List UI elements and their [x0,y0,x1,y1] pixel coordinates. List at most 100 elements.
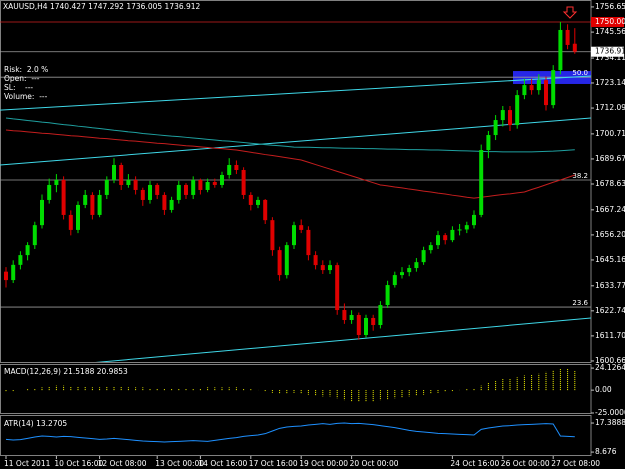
x-tick-label: 12 Oct 08:00 [98,459,147,468]
x-tick-label: 20 Oct 00:00 [350,459,399,468]
symbol: XAUUSD,H4 [3,2,48,11]
y-tick-label: 8.676 [595,447,617,456]
candle-body [112,164,116,180]
y-tick-label: 1600.66 [595,356,625,365]
candle-body [443,235,448,241]
candle-body [515,95,520,126]
candle-body [119,164,124,185]
axes: 1756.65 1745.56 1734.11 1723.14 1712.09 1700.… [4,2,625,468]
candle-body [54,179,59,185]
candle-body [529,85,534,91]
atr-pane [5,422,575,443]
low: 1736.005 [126,2,162,11]
candle-body [40,199,44,226]
candle-body [544,80,548,106]
candle-body [4,271,8,281]
trendline [95,317,591,362]
fib-label: 38.2 [572,172,588,180]
candle-body [522,85,527,96]
candle-body [25,245,30,256]
y-tick-label: -25.0000 [595,408,625,417]
candle-body [551,70,556,106]
candle-body [169,199,174,210]
y-tick-label: 1756.65 [595,2,625,11]
x-tick-label: 14 Oct 16:00 [198,459,247,468]
y-tick-label: 1633.77 [595,281,625,290]
macd-pane-border [0,364,592,414]
macd-title: MACD(12,26,9) 21.5188 20.9853 [4,367,128,376]
candle-body [457,229,462,231]
risk-line: Risk: 2.0 % [4,65,48,74]
candle-body [472,214,476,226]
candle-body [436,235,440,246]
y-tick-label: 1712.09 [595,103,625,112]
x-tick-label: 17 Oct 16:00 [249,459,298,468]
candle-body [83,194,88,205]
candle-body [133,179,138,190]
x-tick-label: 26 Oct 00:00 [501,459,550,468]
candle-body [306,229,311,256]
candle-body [479,150,484,215]
atr-line [5,422,575,443]
candle-body [191,179,196,195]
main-pane: 50.0 38.2 23.6 [0,21,591,362]
candle-body [256,199,260,205]
x-tick-label: 11 Oct 2011 [4,459,51,468]
sell-arrow [562,6,578,19]
candle-body [126,179,131,185]
y-tick-label: 1723.14 [595,78,625,87]
y-tick-label: 1745.56 [595,27,625,36]
y-tick-label: 1667.24 [595,205,625,214]
candle-body [328,265,332,271]
candle-body [572,43,577,52]
candle-body [155,184,160,195]
candle-body [508,110,512,126]
candle-body [450,229,455,241]
candle-body [198,179,203,190]
candle-body [76,204,80,230]
price-tag [591,46,624,57]
candle-body [234,164,239,170]
candle-body [536,80,541,91]
candle-body [270,220,275,251]
x-tick-label: 19 Oct 00:00 [299,459,348,468]
candle-body [342,310,347,321]
x-tick-label: 10 Oct 16:00 [54,459,103,468]
candle-body [558,29,563,71]
atr-title: ATR(14) 13.2705 [4,419,67,428]
candle-body [407,268,412,273]
candle-body [356,315,361,335]
candle-body [464,225,469,230]
candle-body [299,225,304,230]
candle-body [61,179,66,215]
candle-body [241,169,246,195]
candle-body [32,225,37,246]
candle-body [414,262,419,269]
y-tick-label: 24.1264 [595,363,625,372]
candle-body [263,199,268,221]
candle-body [104,179,109,195]
candle-body [392,275,397,286]
y-tick-label: 1678.63 [595,179,625,188]
candle-body [184,184,188,195]
candle-body [220,174,224,185]
candle-body [11,264,16,281]
candle-body [335,265,340,311]
y-tick-label: 17.3888 [595,418,625,427]
candle-body [205,182,210,190]
fib-label: 50.0 [572,69,588,77]
x-tick-label: 13 Oct 00:00 [155,459,204,468]
candle-body [277,250,282,276]
candle-body [493,120,498,136]
y-tick-label: 1656.20 [595,230,625,239]
risk-line: SL: --- [4,83,33,92]
candle-body [18,255,23,265]
candle-body [68,214,73,230]
price-tag-label: 1736.91 [595,47,625,56]
candle-body [292,225,296,246]
candle-body [212,182,217,185]
resistance-tag-label: 1750.00 [595,17,625,26]
candle-body [400,272,404,276]
